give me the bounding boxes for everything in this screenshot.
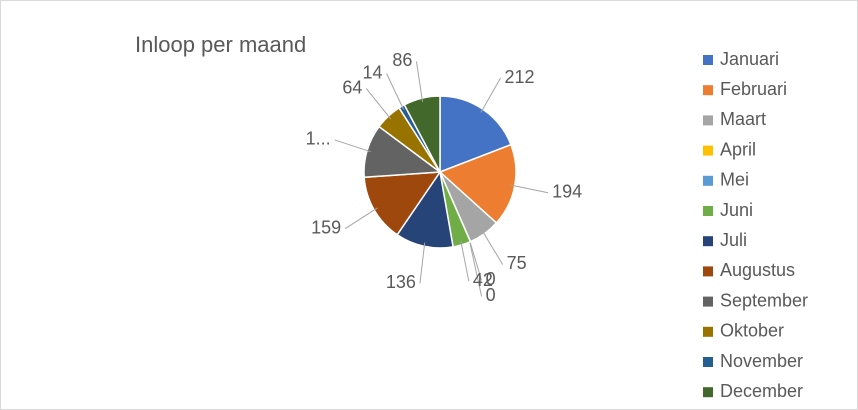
- data-label: 0: [486, 269, 496, 289]
- data-label: 64: [342, 77, 362, 97]
- legend-swatch: [703, 145, 713, 156]
- leader-line: [480, 77, 501, 113]
- legend-swatch: [703, 357, 713, 367]
- data-label: 194: [552, 182, 582, 202]
- legend-swatch: [703, 326, 713, 337]
- legend-label: Augustus: [720, 260, 795, 280]
- leader-line: [460, 241, 470, 282]
- leader-line: [386, 73, 405, 110]
- leader-line: [468, 238, 483, 281]
- legend-swatch: [703, 55, 713, 65]
- legend-label: April: [720, 139, 756, 159]
- legend-swatch: [703, 175, 713, 186]
- data-label: 0: [486, 285, 496, 305]
- legend-label: Januari: [720, 49, 779, 69]
- data-label: 136: [386, 272, 416, 292]
- legend-label: Juni: [720, 200, 753, 220]
- leader-line: [334, 139, 371, 153]
- legend-label: Februari: [720, 79, 787, 99]
- data-label: 86: [392, 50, 412, 70]
- data-label: 159: [311, 217, 341, 237]
- data-label: 14: [363, 62, 383, 82]
- legend-label: December: [720, 381, 803, 401]
- legend-swatch: [703, 266, 713, 277]
- chart-title: Inloop per maand: [135, 32, 306, 57]
- legend-swatch: [703, 206, 713, 216]
- legend-label: November: [720, 351, 803, 371]
- leader-line: [365, 88, 392, 120]
- data-label: 212: [505, 67, 535, 87]
- legend-swatch: [703, 85, 713, 96]
- data-label: 42: [473, 270, 493, 290]
- legend-label: Maart: [720, 109, 766, 129]
- leader-line: [419, 242, 426, 284]
- data-label: 1...: [306, 129, 331, 149]
- legend-swatch: [703, 387, 713, 398]
- legend-swatch: [703, 236, 713, 247]
- leader-line: [468, 238, 483, 297]
- legend-label: Oktober: [720, 321, 784, 341]
- leader-line: [415, 61, 424, 103]
- leader-line: [344, 207, 378, 230]
- leader-line: [510, 184, 549, 194]
- legend-label: September: [720, 290, 808, 310]
- leader-line: [481, 230, 504, 265]
- legend-swatch: [703, 115, 713, 126]
- legend-label: Mei: [720, 170, 749, 190]
- data-label: 75: [507, 253, 527, 273]
- legend-label: Juli: [720, 230, 747, 250]
- legend-swatch: [703, 296, 713, 307]
